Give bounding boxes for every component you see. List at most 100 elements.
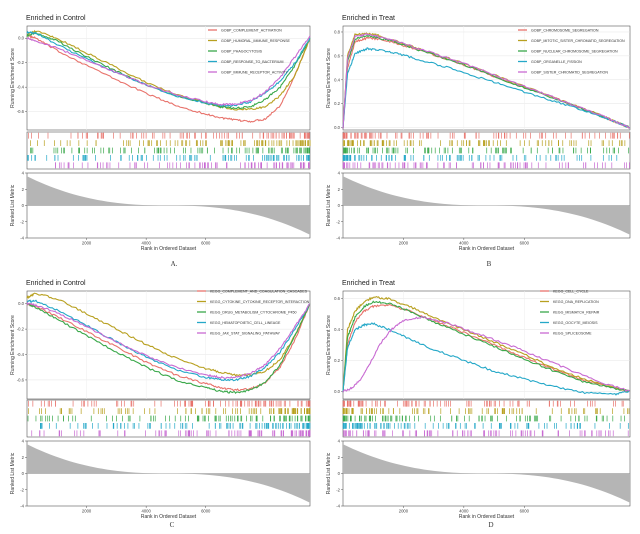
x-axis-label: Rank in Ordered Dataset — [459, 246, 515, 252]
legend-label: KEGG_DRUG_METABOLISM_CYTOCHROME_P450 — [210, 310, 297, 314]
legend-label: KEGG_COMPLEMENT_AND_COAGULATION_CASCADES — [210, 289, 308, 293]
plot-frame — [26, 25, 311, 131]
panel-label: D — [488, 521, 493, 529]
es-line-kegg-oocyte-meiosis — [342, 322, 631, 396]
x-axis-label: Rank in Ordered Dataset — [141, 246, 197, 252]
es-line-gobp-complement-activation — [26, 35, 311, 123]
es-line-kegg-spliceosome — [342, 316, 631, 393]
es-line-kegg-drug-metabolism-cytochrome-p450 — [26, 302, 311, 395]
y-tick-label: 0.4 — [334, 77, 340, 82]
x-tick-label: 4000 — [459, 509, 469, 514]
y-tick-label: -4 — [336, 236, 340, 241]
rug-row-gobp-organelle-fission — [342, 155, 618, 161]
rug-row-gobp-humoral-immune-response — [30, 140, 311, 146]
y-axis-label: Running Enrichment Score — [10, 48, 16, 108]
legend-label: GOBP_RESPONSE_TO_BACTERIUM — [221, 60, 283, 64]
panel-title: Enriched in Treat — [342, 280, 395, 287]
y-tick-label: 4 — [22, 171, 25, 176]
y-tick-label: 2 — [22, 455, 25, 460]
es-line-gobp-organelle-fission — [342, 47, 631, 129]
es-line-kegg-cytokine-cytokine-receptor-interaction — [26, 292, 311, 377]
legend-label: GOBP_COMPLEMENT_ACTIVATION — [221, 28, 282, 32]
rug-row-kegg-oocyte-meiosis — [342, 423, 629, 429]
y-tick-label: 0 — [338, 203, 341, 208]
rug-row-kegg-mismatch-repair — [342, 415, 626, 422]
plot-frame — [342, 25, 631, 131]
y-tick-label: -0.2 — [17, 327, 25, 332]
y-tick-label: 0.0 — [18, 36, 24, 41]
y-tick-label: -4 — [336, 504, 340, 509]
x-tick-label: 2000 — [399, 509, 409, 514]
es-line-kegg-hematopoietic-cell-lineage — [26, 299, 311, 382]
rug-frame — [26, 399, 311, 438]
y-tick-label: 4 — [338, 171, 341, 176]
plot-frame — [26, 290, 311, 400]
panel-title: Enriched in Control — [26, 15, 86, 22]
y-tick-label: 0.0 — [334, 389, 340, 394]
y-tick-label: -2 — [20, 487, 24, 492]
es-line-kegg-mismatch-repair — [342, 300, 631, 393]
x-axis-label: Rank in Ordered Dataset — [459, 514, 515, 520]
y-tick-label: 0 — [338, 471, 341, 476]
legend-label: GOBP_HUMORAL_IMMUNE_RESPONSE — [221, 39, 290, 43]
rug-row-gobp-phagocytosis — [30, 147, 310, 154]
y-axis-label: Running Enrichment Score — [326, 48, 332, 108]
rug-row-gobp-chromosome-segregation — [342, 132, 630, 139]
x-axis-label: Rank in Ordered Dataset — [141, 514, 197, 520]
x-tick-label: 2000 — [82, 241, 92, 246]
y-tick-label: -0.6 — [17, 109, 25, 114]
y-tick-label: 0.6 — [334, 53, 340, 58]
y-tick-label: 2 — [22, 187, 25, 192]
rug-row-kegg-hematopoietic-cell-lineage — [40, 423, 311, 429]
panel-label: A. — [171, 260, 178, 268]
y-tick-label: 0.0 — [334, 125, 340, 130]
y-tick-label: 2 — [338, 187, 341, 192]
panel-b: Enriched in Treat 0.8 0.6 0.4 0.2 0.0 Running … — [326, 15, 631, 268]
es-line-kegg-jak-stat-signaling-pathway — [26, 301, 311, 380]
rug-row-gobp-complement-activation — [28, 132, 310, 139]
y-axis-label: Ranked List Metric — [10, 452, 16, 494]
y-tick-label: -2 — [336, 219, 340, 224]
x-tick-label: 6000 — [520, 241, 530, 246]
legend-label: KEGG_CYTOKINE_CYTOKINE_RECEPTOR_INTERACT… — [210, 300, 310, 304]
es-line-gobp-immune-receptor-activity — [26, 35, 311, 107]
legend-label: GOBP_PHAGOCYTOSIS — [221, 49, 263, 53]
rug-row-kegg-dna-replication — [342, 408, 630, 414]
x-tick-label: 2000 — [399, 241, 409, 246]
legend-label: GOBP_CHROMOSOME_SEGREGATION — [531, 28, 599, 32]
y-tick-label: 2 — [338, 455, 341, 460]
y-tick-label: -0.4 — [17, 85, 25, 90]
panel-title: Enriched in Control — [26, 280, 86, 287]
es-line-gobp-phagocytosis — [26, 31, 311, 110]
x-tick-label: 2000 — [82, 509, 92, 514]
panel-label: C — [170, 521, 175, 529]
y-tick-label: -4 — [20, 504, 24, 509]
panel-title: Enriched in Treat — [342, 15, 395, 22]
legend-label: KEGG_SPLICEOSOME — [553, 331, 592, 335]
y-tick-label: -0.6 — [17, 377, 25, 382]
legend-label: KEGG_JAK_STAT_SIGNALING_PATHWAY — [210, 331, 281, 335]
rug-row-gobp-mitotic-sister-chromatid-segregation — [342, 140, 626, 146]
legend-label: KEGG_OOCYTE_MEIOSIS — [553, 321, 598, 325]
legend-label: GOBP_NUCLEAR_CHROMOSOME_SEGREGATION — [531, 49, 618, 53]
y-axis-label: Running Enrichment Score — [326, 315, 332, 375]
x-tick-label: 4000 — [141, 509, 151, 514]
y-tick-label: 4 — [338, 439, 341, 444]
rug-row-gobp-nuclear-chromosome-segregation — [343, 147, 630, 154]
y-tick-label: 0.4 — [334, 327, 340, 332]
rug-row-kegg-cytokine-cytokine-receptor-interaction — [27, 408, 311, 414]
panel-label: B — [487, 260, 492, 268]
y-tick-label: 0.2 — [334, 101, 340, 106]
y-tick-label: 4 — [22, 439, 25, 444]
x-tick-label: 4000 — [459, 241, 469, 246]
legend-label: GOBP_ORGANELLE_FISSION — [531, 60, 582, 64]
y-axis-label: Ranked List Metric — [10, 184, 16, 226]
rug-row-kegg-jak-stat-signaling-pathway — [31, 430, 311, 437]
legend-label: KEGG_CELL_CYCLE — [553, 289, 589, 293]
y-tick-label: -2 — [336, 487, 340, 492]
legend-label: GOBP_SISTER_CHROMATID_SEGREGATION — [531, 70, 608, 74]
x-tick-label: 6000 — [201, 509, 211, 514]
y-axis-label: Ranked List Metric — [326, 184, 332, 226]
legend-label: KEGG_DNA_REPLICATION — [553, 300, 599, 304]
